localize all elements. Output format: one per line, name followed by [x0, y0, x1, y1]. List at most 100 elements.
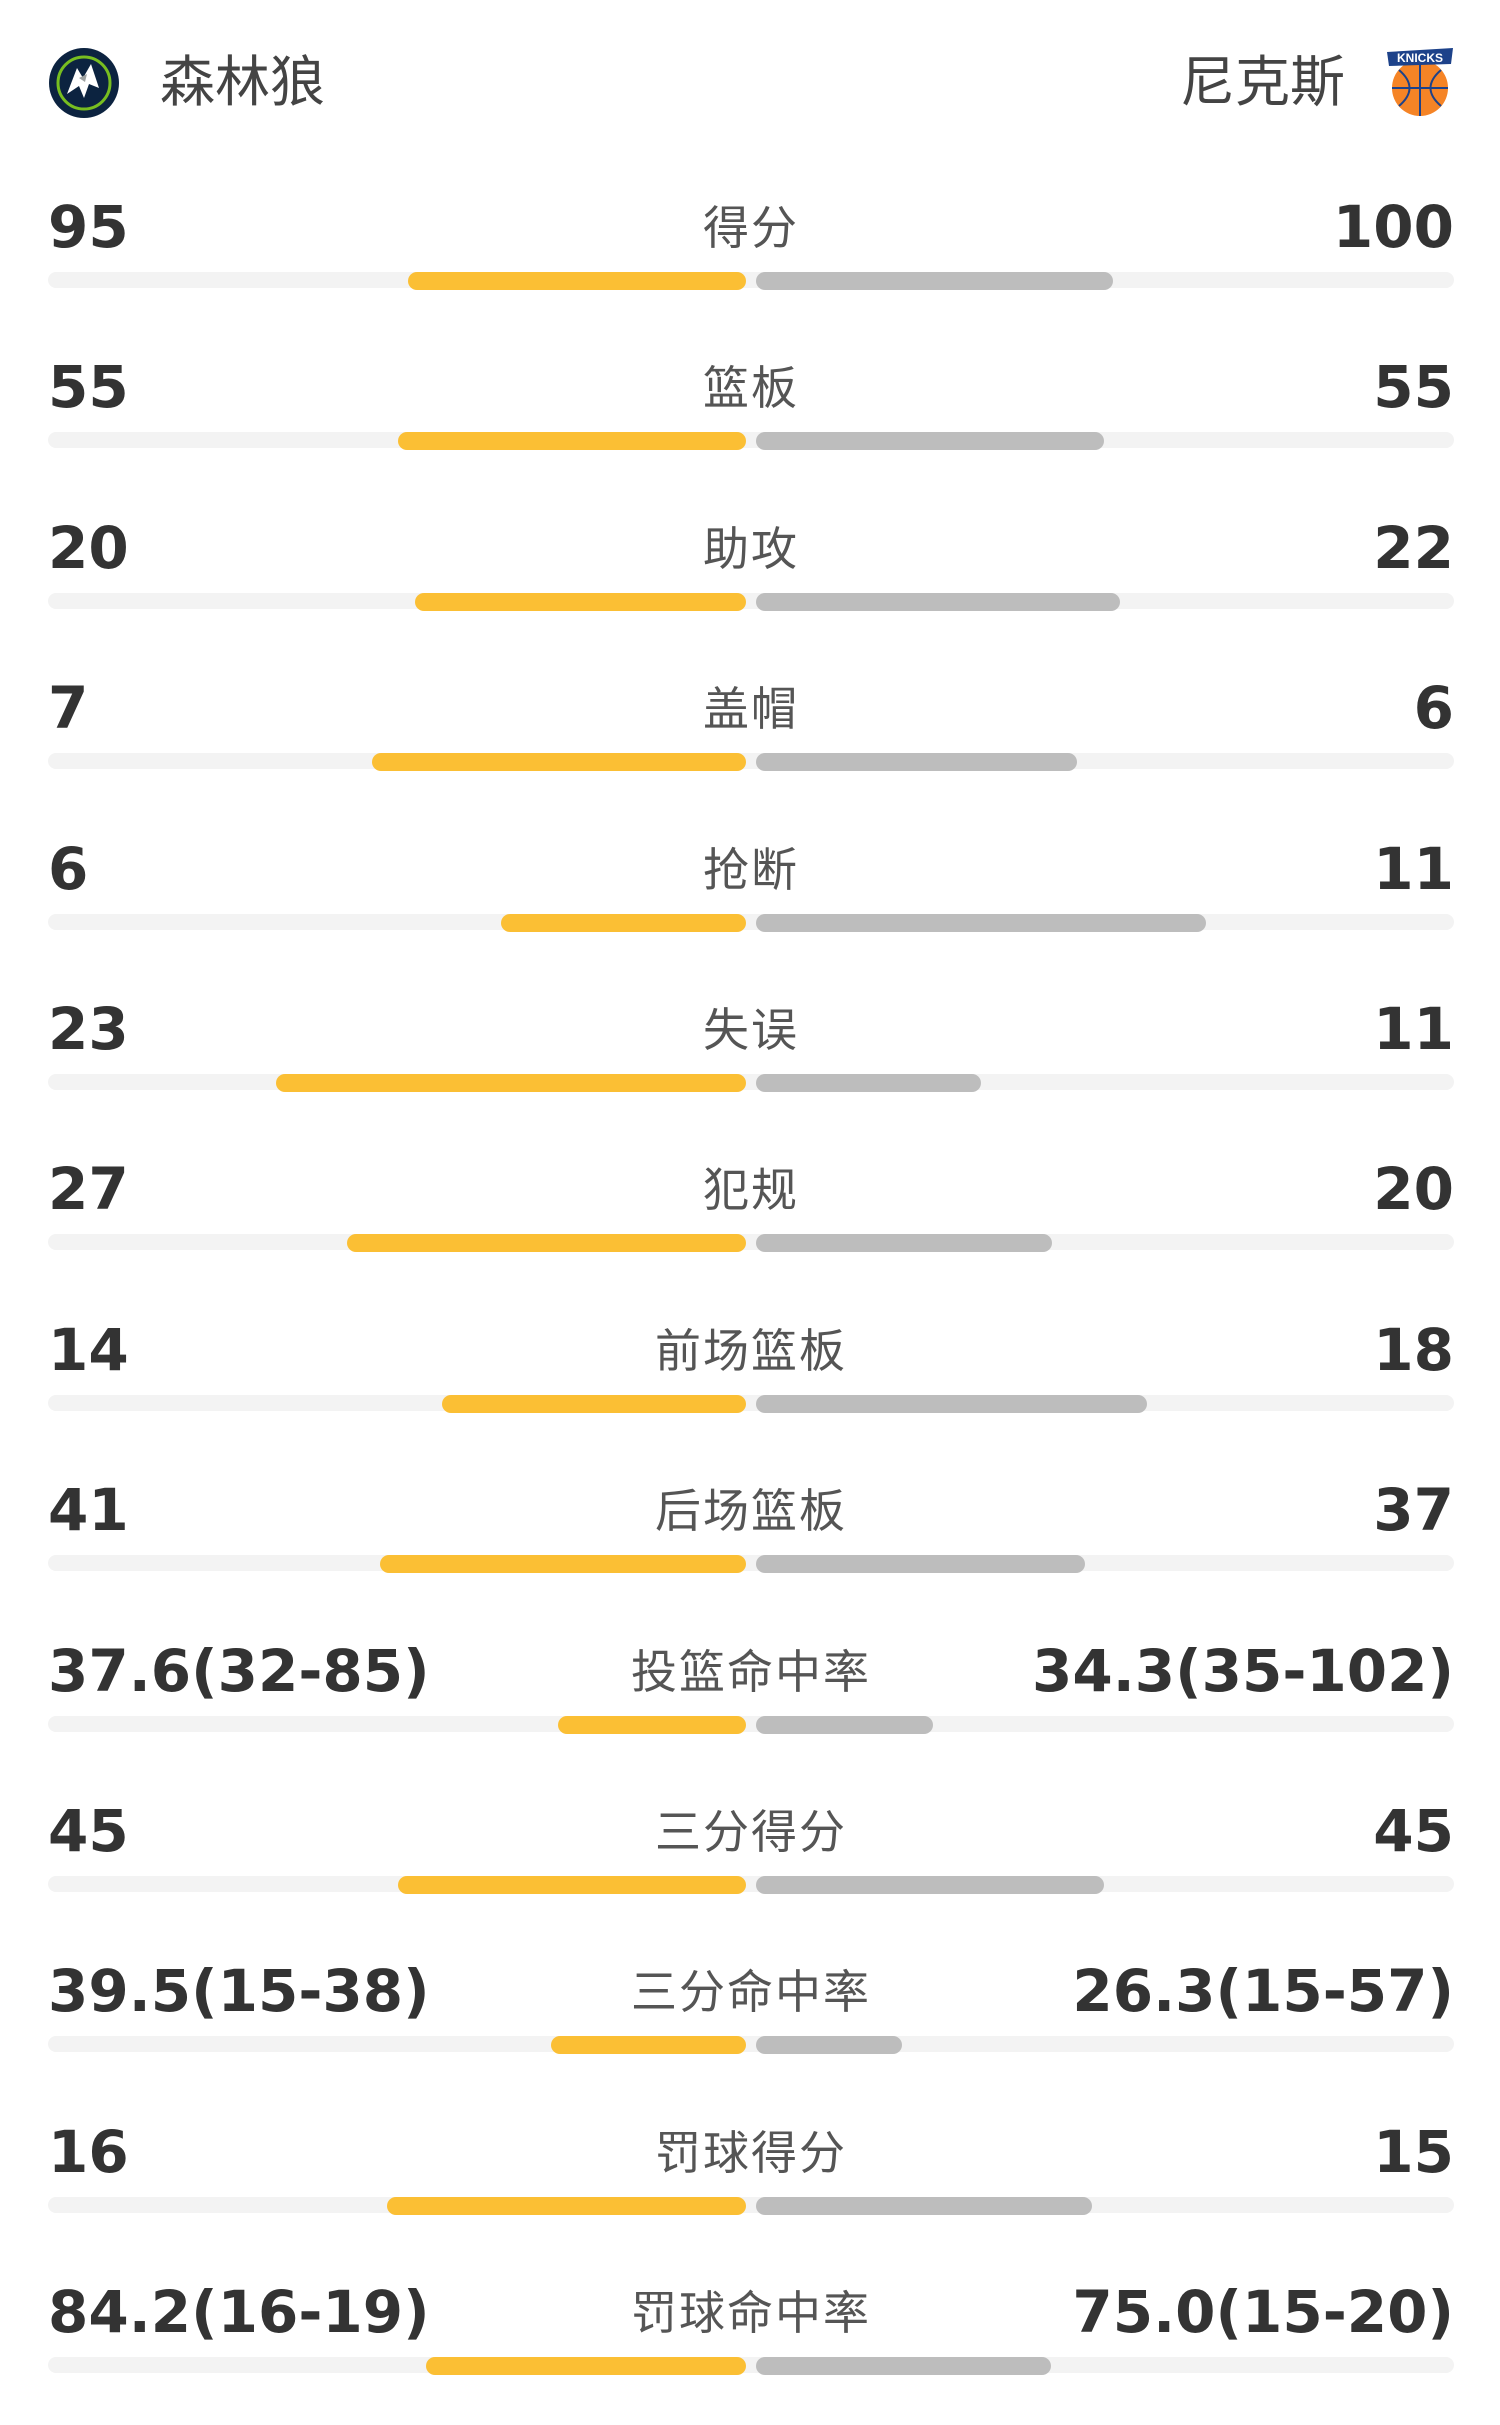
left-team-bar: [372, 753, 746, 772]
stat-right-value: 75.0(15-20): [1072, 2278, 1454, 2347]
stats-list: 95 得分 100 55 篮板 55 20 助攻 22 7 盖帽 6 6 抢断 11 23 失误 11 27 犯规 20…: [48, 180, 1454, 2425]
left-team-bar: [551, 2036, 746, 2055]
stat-row: 7 盖帽 6: [48, 661, 1454, 821]
stat-row: 95 得分 100: [48, 180, 1454, 340]
stat-left-value: 45: [48, 1796, 129, 1865]
right-team-bar: [756, 592, 1120, 611]
left-team-bar: [558, 1715, 746, 1734]
stat-right-value: 11: [1373, 994, 1454, 1063]
stat-bar-track: [48, 592, 1454, 609]
stat-label: 罚球得分: [655, 2125, 847, 2180]
stat-left-value: 84.2(16-19): [48, 2278, 430, 2347]
right-team-bar: [756, 2036, 902, 2055]
stat-label: 前场篮板: [655, 1323, 847, 1378]
stat-bar-track: [48, 1875, 1454, 1892]
stat-right-value: 37: [1373, 1476, 1454, 1545]
stat-label: 盖帽: [703, 682, 799, 737]
left-team-bar: [501, 913, 746, 932]
stat-right-value: 15: [1373, 2117, 1454, 2186]
stat-label: 失误: [703, 1002, 799, 1057]
stat-bar-track: [48, 2036, 1454, 2053]
stat-bar-track: [48, 1555, 1454, 1572]
stat-left-value: 41: [48, 1476, 129, 1545]
stat-right-value: 18: [1373, 1315, 1454, 1384]
stat-bar-track: [48, 1073, 1454, 1090]
stat-right-value: 11: [1373, 834, 1454, 903]
left-team-bar: [415, 592, 746, 611]
stat-right-value: 6: [1413, 674, 1454, 743]
right-team-bar: [756, 1073, 981, 1092]
stat-label: 助攻: [703, 521, 799, 576]
left-team-bar: [347, 1234, 746, 1253]
right-team-bar: [756, 2357, 1051, 2376]
stat-row: 39.5(15-38) 三分命中率 26.3(15-57): [48, 1944, 1454, 2104]
left-team-name: 森林狼: [160, 50, 326, 114]
stat-row: 37.6(32-85) 投篮命中率 34.3(35-102): [48, 1624, 1454, 1784]
stat-label: 犯规: [703, 1163, 799, 1218]
stat-bar-track: [48, 2196, 1454, 2213]
stat-label: 三分命中率: [631, 1965, 871, 2020]
stat-right-value: 100: [1332, 193, 1454, 261]
left-team-bar: [398, 1875, 746, 1894]
stat-bar-track: [48, 1394, 1454, 1411]
stat-label: 后场篮板: [655, 1484, 847, 1539]
left-team-bar: [398, 432, 746, 451]
stat-left-value: 16: [48, 2117, 129, 2186]
stat-right-value: 55: [1373, 353, 1454, 422]
stat-left-value: 55: [48, 353, 129, 422]
stat-row: 6 抢断 11: [48, 822, 1454, 982]
stat-right-value: 34.3(35-102): [1032, 1636, 1454, 1705]
stat-left-value: 14: [48, 1315, 129, 1384]
stat-label: 罚球命中率: [631, 2286, 871, 2341]
right-team-bar: [756, 272, 1113, 290]
right-team-bar: [756, 753, 1077, 772]
right-team-name: 尼克斯: [1179, 50, 1345, 114]
stat-left-value: 23: [48, 994, 129, 1063]
stat-left-value: 37.6(32-85): [48, 1636, 430, 1705]
timberwolves-logo-icon: [49, 48, 119, 118]
right-team-bar: [756, 913, 1206, 932]
stat-row: 41 后场篮板 37: [48, 1463, 1454, 1623]
right-team-bar: [756, 1555, 1085, 1574]
left-team-bar: [408, 272, 746, 290]
left-team-bar: [426, 2357, 746, 2376]
stat-label: 篮板: [703, 361, 799, 416]
knicks-logo-text: KNICKS: [1397, 51, 1443, 65]
stat-bar-track: [48, 1715, 1454, 1732]
right-team-bar: [756, 1715, 933, 1734]
left-team-bar: [442, 1394, 746, 1413]
stat-label: 投篮命中率: [631, 1644, 871, 1699]
stat-row: 27 犯规 20: [48, 1142, 1454, 1302]
right-team-bar: [756, 1394, 1147, 1413]
stat-row: 14 前场篮板 18: [48, 1303, 1454, 1463]
left-team-bar: [380, 1555, 746, 1574]
stat-right-value: 22: [1373, 513, 1454, 582]
stat-bar-track: [48, 2357, 1454, 2374]
stat-label: 抢断: [703, 842, 799, 897]
stat-bar-track: [48, 272, 1454, 288]
stat-row: 55 篮板 55: [48, 340, 1454, 500]
stat-bar-track: [48, 913, 1454, 930]
stat-row: 23 失误 11: [48, 982, 1454, 1142]
stat-left-value: 20: [48, 513, 129, 582]
right-team-bar: [756, 1875, 1104, 1894]
right-team-bar: [756, 2196, 1092, 2215]
stat-right-value: 45: [1373, 1796, 1454, 1865]
stat-left-value: 7: [48, 674, 89, 743]
stat-left-value: 95: [48, 193, 129, 261]
stat-bar-track: [48, 753, 1454, 770]
stat-left-value: 27: [48, 1155, 129, 1224]
stat-bar-track: [48, 432, 1454, 449]
right-team-bar: [756, 1234, 1052, 1253]
team-header: 森林狼 尼克斯 KNICKS: [0, 0, 1500, 165]
stat-bar-track: [48, 1234, 1454, 1251]
left-team-bar: [276, 1073, 746, 1092]
stat-row: 16 罚球得分 15: [48, 2105, 1454, 2265]
stat-label: 三分得分: [655, 1804, 847, 1859]
stat-label: 得分: [703, 201, 799, 255]
stat-right-value: 26.3(15-57): [1072, 1957, 1454, 2026]
stat-left-value: 6: [48, 834, 89, 903]
right-team-bar: [756, 432, 1104, 451]
stat-row: 20 助攻 22: [48, 501, 1454, 661]
stat-row: 84.2(16-19) 罚球命中率 75.0(15-20): [48, 2265, 1454, 2425]
